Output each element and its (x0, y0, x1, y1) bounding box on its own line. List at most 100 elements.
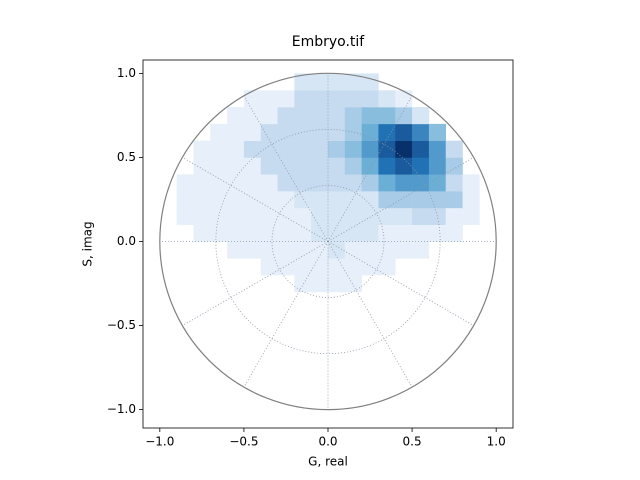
hist-cell (294, 107, 312, 125)
hist-cell (412, 140, 430, 158)
hist-cell (210, 224, 228, 242)
x-tick-label: 1.0 (487, 435, 506, 449)
hist-cell (412, 157, 430, 175)
hist-cell (210, 140, 228, 158)
hist-cell (361, 174, 379, 192)
hist-cell (378, 224, 396, 242)
hist-cell (395, 191, 413, 209)
polar-grid-spoke (327, 95, 413, 242)
hist-cell (243, 90, 262, 108)
hist-cell (395, 207, 413, 225)
hist-cell (378, 107, 396, 125)
hist-cell (294, 224, 312, 242)
hist-cell (361, 224, 379, 242)
hist-cell (445, 174, 463, 192)
y-axis-label: S, imag (81, 221, 95, 266)
hist-cell (227, 224, 245, 242)
unit-circle (159, 72, 497, 411)
hist-cell (445, 191, 463, 209)
hist-cell (395, 90, 413, 108)
hist-cell (328, 258, 346, 276)
hist-cell (277, 140, 295, 158)
hist-cell (210, 207, 228, 225)
hist-cell (412, 174, 430, 192)
hist-cell (462, 191, 480, 209)
hist-cell (277, 224, 295, 242)
hist-cell (344, 90, 362, 108)
hist-cell (395, 241, 413, 259)
hist-cell (311, 207, 329, 225)
hist-cell (344, 107, 362, 125)
hist-cell (243, 224, 262, 242)
hist-cell (277, 241, 295, 259)
hist-cell (294, 123, 312, 141)
hist-cell (260, 140, 278, 158)
hist-cell (378, 241, 396, 259)
hist-cell (294, 73, 312, 91)
hist-cell (294, 140, 312, 158)
polar-grid-spoke (327, 241, 474, 326)
polar-grid-spoke (243, 95, 329, 242)
hist-cell (277, 174, 295, 192)
hist-cell (193, 191, 211, 209)
hist-cell (344, 224, 362, 242)
y-tick-label: 0.0 (117, 234, 136, 248)
hist-cell (395, 140, 413, 158)
hist-cell (311, 224, 329, 242)
hist-cell (328, 73, 346, 91)
hist-cell (344, 140, 362, 158)
hist-cell (176, 174, 194, 192)
hist-cell (243, 123, 262, 141)
hist-cell (328, 207, 346, 225)
hist-cell (412, 241, 430, 259)
hist-cell (445, 140, 463, 158)
hist-cell (227, 107, 245, 125)
hist-cell (395, 107, 413, 125)
y-tick-label: −0.5 (107, 318, 136, 332)
hist-cell (311, 90, 329, 108)
polar-grid-circle (215, 128, 441, 355)
x-tick-label: 0.5 (403, 435, 422, 449)
hist-cell (227, 157, 245, 175)
hist-cell (260, 191, 278, 209)
polar-grid-spoke (182, 241, 329, 326)
hist-cell (210, 157, 228, 175)
hist-cell (193, 140, 211, 158)
hist-cell (294, 275, 312, 293)
hist-cell (428, 123, 447, 141)
hist-cell (361, 90, 379, 108)
polar-grid-spoke (243, 241, 329, 388)
hist-cell (428, 140, 447, 158)
hist-cell (311, 174, 329, 192)
hist-cell (361, 73, 379, 91)
hist-cell (378, 123, 396, 141)
hist-cell (243, 191, 262, 209)
hist-cell (260, 224, 278, 242)
hist-cell (328, 191, 346, 209)
hist-cell (378, 258, 396, 276)
hist-cell (445, 207, 463, 225)
polar-grid-spoke (182, 157, 329, 242)
x-axis-label: G, real (308, 455, 348, 469)
chart-title: Embryo.tif (292, 34, 366, 50)
hist-cell (260, 157, 278, 175)
hist-cell (210, 174, 228, 192)
hist-cell (378, 207, 396, 225)
hist-cell (243, 107, 262, 125)
hist-cell (277, 157, 295, 175)
hist-cell (227, 140, 245, 158)
hist-cell (412, 224, 430, 242)
hist-cell (311, 241, 329, 259)
hist-cell (412, 123, 430, 141)
hist-cell (328, 275, 346, 293)
hist-cell (361, 107, 379, 125)
hist-cell (260, 123, 278, 141)
hist-cell (361, 258, 379, 276)
hist-cell (260, 258, 278, 276)
polar-grid-spoke (327, 241, 413, 388)
x-tick-label: 0.0 (318, 435, 337, 449)
hist-cell (428, 157, 447, 175)
hist-cell (243, 140, 262, 158)
hist-cell (294, 207, 312, 225)
